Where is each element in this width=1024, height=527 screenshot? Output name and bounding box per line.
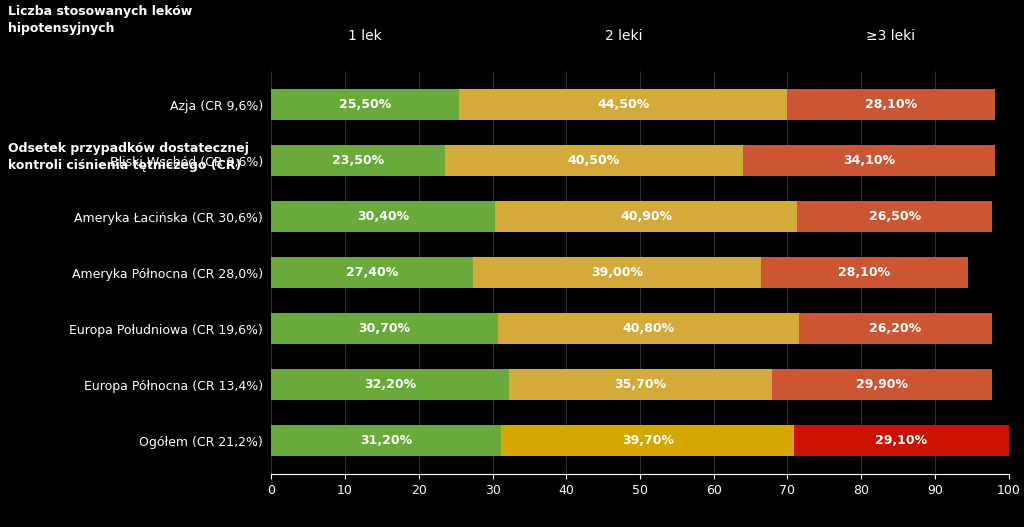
- Text: 44,50%: 44,50%: [597, 99, 649, 111]
- Text: 32,20%: 32,20%: [364, 378, 416, 391]
- Bar: [498, 313, 799, 344]
- Bar: [743, 145, 994, 176]
- Text: 1 lek: 1 lek: [348, 29, 382, 43]
- Text: 2 leki: 2 leki: [604, 29, 642, 43]
- Bar: [502, 425, 794, 456]
- Bar: [473, 257, 761, 288]
- Text: 29,10%: 29,10%: [876, 434, 928, 447]
- Text: 31,20%: 31,20%: [360, 434, 413, 447]
- Bar: [772, 369, 992, 400]
- Text: 39,00%: 39,00%: [591, 266, 643, 279]
- Bar: [271, 425, 502, 456]
- Text: 23,50%: 23,50%: [332, 154, 384, 167]
- Text: Odsetek przypadków dostatecznej
kontroli ciśnienia tętniczego (CR): Odsetek przypadków dostatecznej kontroli…: [8, 142, 249, 172]
- Bar: [787, 90, 994, 120]
- Text: 40,50%: 40,50%: [567, 154, 621, 167]
- Bar: [799, 313, 991, 344]
- Bar: [761, 257, 968, 288]
- Text: 40,90%: 40,90%: [621, 210, 673, 223]
- Text: Liczba stosowanych leków
hipotensyjnych: Liczba stosowanych leków hipotensyjnych: [8, 5, 193, 35]
- Bar: [271, 369, 509, 400]
- Text: ≥3 leki: ≥3 leki: [866, 29, 915, 43]
- Bar: [460, 90, 787, 120]
- Text: 28,10%: 28,10%: [865, 99, 918, 111]
- Bar: [794, 425, 1009, 456]
- Text: 30,40%: 30,40%: [357, 210, 410, 223]
- Text: 27,40%: 27,40%: [346, 266, 398, 279]
- Text: 39,70%: 39,70%: [622, 434, 674, 447]
- Bar: [271, 313, 498, 344]
- Bar: [271, 145, 444, 176]
- Bar: [271, 90, 460, 120]
- Bar: [271, 257, 473, 288]
- Text: 26,20%: 26,20%: [869, 322, 922, 335]
- Bar: [496, 201, 797, 232]
- Bar: [797, 201, 992, 232]
- Text: 25,50%: 25,50%: [339, 99, 391, 111]
- Text: 28,10%: 28,10%: [839, 266, 891, 279]
- Text: 26,50%: 26,50%: [868, 210, 921, 223]
- Bar: [509, 369, 772, 400]
- Text: 35,70%: 35,70%: [614, 378, 667, 391]
- Text: 34,10%: 34,10%: [843, 154, 895, 167]
- Bar: [444, 145, 743, 176]
- Text: 40,80%: 40,80%: [622, 322, 674, 335]
- Text: 29,90%: 29,90%: [856, 378, 908, 391]
- Text: 30,70%: 30,70%: [358, 322, 411, 335]
- Bar: [271, 201, 496, 232]
